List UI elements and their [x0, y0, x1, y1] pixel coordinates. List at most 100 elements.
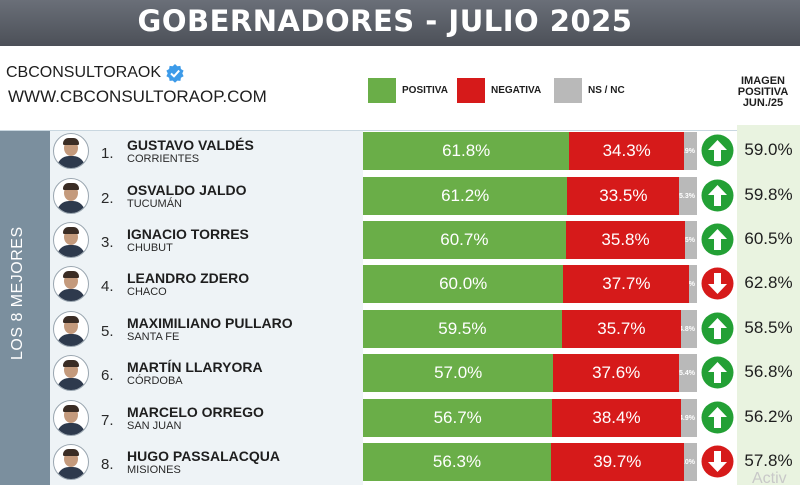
arrow-up-icon: [701, 223, 734, 256]
stacked-bar: 60.7%35.8%3.5%: [363, 221, 697, 259]
avatar: [53, 178, 89, 214]
governor-name: IGNACIO TORRES: [127, 226, 249, 242]
table-row: 5. MAXIMILIANO PULLARO SANTA FE 59.5% 35.7% 4…: [50, 309, 800, 353]
bar-positive: 56.7%: [363, 399, 553, 437]
bar-nsnc-label: 2.3%: [689, 280, 695, 288]
arrow-down-icon: [701, 267, 734, 300]
bar-negative: 34.3%: [569, 132, 684, 170]
arrow-down-icon: [701, 445, 734, 478]
bar-negative: 33.5%: [567, 177, 680, 215]
rows-background: [50, 131, 363, 485]
legend-nsnc: NS / NC: [554, 78, 625, 103]
avatar-suit: [57, 423, 85, 435]
bar-negative: 39.7%: [551, 443, 684, 481]
stacked-bar: 61.2% 33.5% 5.3%: [363, 177, 697, 215]
avatar-suit: [57, 467, 85, 479]
rank-label: 7.: [101, 412, 114, 429]
avatar-suit: [57, 156, 85, 168]
province-label: CHACO: [127, 286, 167, 298]
verified-badge-icon: [166, 64, 184, 83]
prior-positive-value: 56.2%: [744, 407, 793, 426]
province-label: MISIONES: [127, 464, 181, 476]
bar-nsnc-label: 4.9%: [680, 414, 695, 422]
table-row: 7. MARCELO ORREGO SAN JUAN 56.7% 38.4% 4.9% 56…: [50, 398, 800, 442]
bar-positive: 56.3%: [363, 443, 552, 481]
legend-swatch-nsnc: [554, 78, 582, 103]
arrow-up-icon: [701, 312, 734, 345]
avatar-hair: [63, 183, 79, 190]
avatar: [53, 311, 89, 347]
governor-name: OSVALDO JALDO: [127, 182, 247, 198]
bar-positive: 59.5%: [363, 310, 562, 348]
rank-label: 3.: [101, 234, 114, 251]
chart-title: GOBERNADORES - JULIO 2025: [137, 4, 633, 38]
governor-name: LEANDRO ZDERO: [127, 270, 250, 286]
province-label: SAN JUAN: [127, 420, 182, 432]
legend-label-nsnc: NS / NC: [588, 85, 625, 96]
avatar-hair: [63, 271, 79, 278]
avatar: [53, 355, 89, 391]
governor-name: MARCELO ORREGO: [127, 404, 264, 420]
stacked-bar: 57.0% 37.6% 5.4%: [363, 354, 697, 392]
legend-label-positiva: POSITIVA: [402, 85, 448, 96]
stacked-bar: 56.7% 38.4% 4.9%: [363, 399, 697, 437]
table-row: 2. OSVALDO JALDO TUCUMÁN 61.2% 33.5% 5.3% 59.8…: [50, 176, 800, 220]
bar-nsnc: 4.8%: [680, 310, 697, 348]
rank-label: 2.: [101, 190, 114, 207]
bar-negative: 35.7%: [561, 310, 681, 348]
rank-label: 6.: [101, 367, 114, 384]
legend-negativa: NEGATIVA: [457, 78, 541, 103]
prior-positive-value: 62.8%: [744, 273, 793, 292]
bar-nsnc: 5.4%: [678, 354, 697, 392]
avatar-hair: [63, 449, 79, 456]
avatar-suit: [57, 245, 85, 257]
rank-label: 5.: [101, 323, 114, 340]
bar-positive: 60.7%: [363, 221, 566, 259]
avatar: [53, 444, 89, 480]
governor-name: HUGO PASSALACQUA: [127, 448, 280, 464]
province-label: CÓRDOBA: [127, 375, 183, 387]
bar-positive: 61.8%: [363, 132, 570, 170]
brand: CBCONSULTORAOK: [6, 63, 185, 83]
bar-nsnc: 5.3%: [679, 177, 697, 215]
header-bar: GOBERNADORES - JULIO 2025: [0, 0, 800, 46]
bar-negative: 37.6%: [553, 354, 679, 392]
bar-negative: 38.4%: [552, 399, 681, 437]
province-label: CHUBUT: [127, 242, 173, 254]
bar-nsnc-label: 4.0%: [684, 458, 695, 466]
avatar-hair: [63, 360, 79, 367]
bar-nsnc-label: 4.8%: [680, 325, 695, 333]
table-row: 6. MARTÍN LLARYORA CÓRDOBA 57.0% 37.6% 5.4% 56…: [50, 353, 800, 397]
legend-swatch-positiva: [368, 78, 396, 103]
arrow-up-icon: [701, 179, 734, 212]
group-panel: [0, 131, 50, 485]
avatar: [53, 222, 89, 258]
group-label: LOS 8 MEJORES: [9, 226, 26, 360]
bar-nsnc-label: 5.3%: [679, 192, 695, 200]
avatar-suit: [57, 289, 85, 301]
stacked-bar: 59.5% 35.7% 4.8%: [363, 310, 697, 348]
rank-label: 8.: [101, 456, 114, 473]
prior-positive-value: 59.0%: [744, 140, 793, 159]
website-url: WWW.CBCONSULTORAOP.COM: [8, 87, 267, 106]
bar-nsnc: 3.9%: [683, 132, 697, 170]
governor-name: GUSTAVO VALDÉS: [127, 137, 254, 153]
watermark-text: Activ: [752, 470, 787, 487]
legend-positiva: POSITIVA: [368, 78, 448, 103]
avatar: [53, 400, 89, 436]
prior-positive-header: IMAGEN POSITIVA JUN./25: [737, 75, 789, 109]
bar-negative: 35.8%: [565, 221, 686, 259]
governor-name: MARTÍN LLARYORA: [127, 359, 263, 375]
legend-swatch-negativa: [457, 78, 485, 103]
legend-label-negativa: NEGATIVA: [491, 85, 542, 96]
avatar: [53, 266, 89, 302]
bar-positive: 57.0%: [363, 354, 554, 392]
avatar-hair: [63, 227, 79, 234]
bar-positive: 61.2%: [363, 177, 568, 215]
prior-positive-value: 57.8%: [744, 451, 793, 470]
avatar-hair: [63, 316, 79, 323]
stacked-bar: 60.0%37.7%2.3%: [363, 265, 697, 303]
